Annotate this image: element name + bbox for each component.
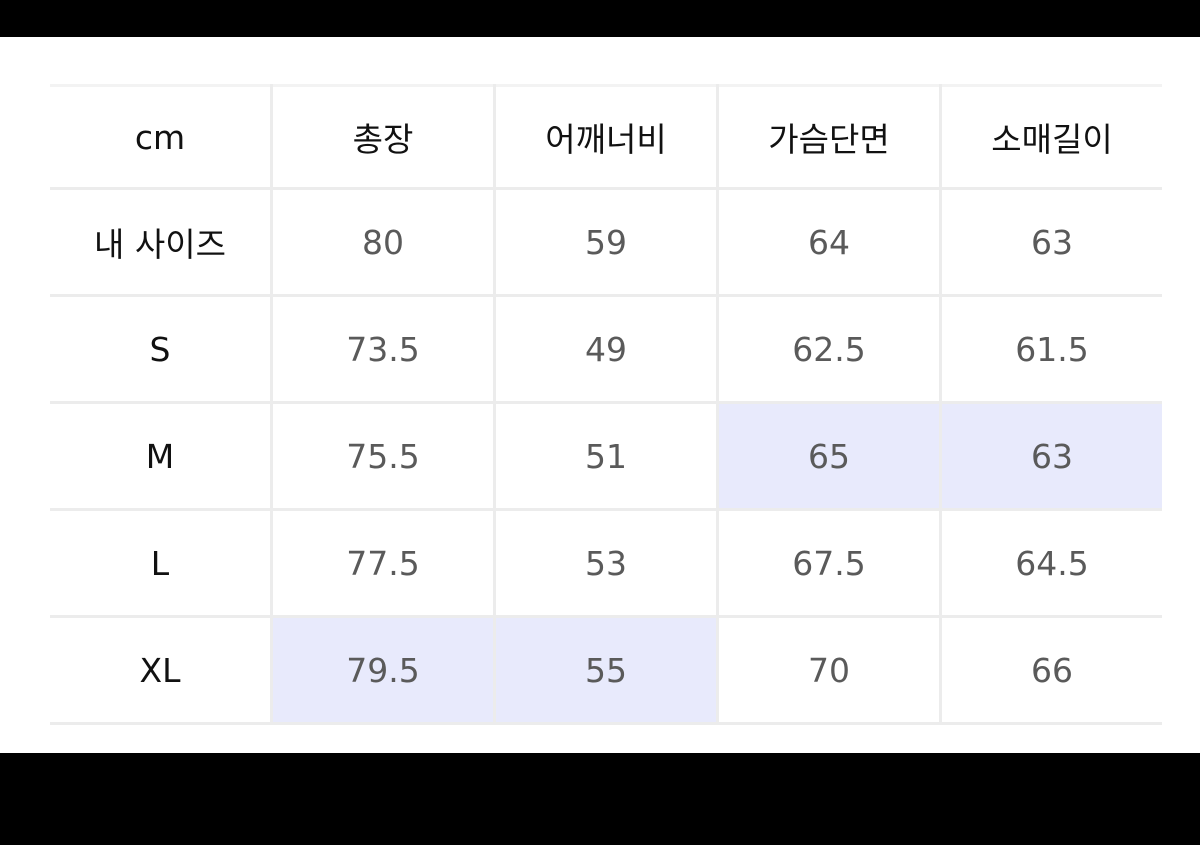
table-row: S 73.5 49 62.5 61.5	[50, 294, 1162, 404]
table-row: 내 사이즈 80 59 64 63	[50, 187, 1162, 297]
cell: 59	[493, 187, 719, 297]
cell: 70	[716, 615, 942, 725]
cell: 64.5	[939, 508, 1162, 618]
cell: 66	[939, 615, 1162, 725]
cell: 73.5	[270, 294, 496, 404]
table-row: L 77.5 53 67.5 64.5	[50, 508, 1162, 618]
cell: 61.5	[939, 294, 1162, 404]
cell: 51	[493, 401, 719, 511]
row-label: S	[50, 294, 273, 404]
highlighted-cell: 79.5	[270, 615, 496, 725]
table-row: M 75.5 51 65 63	[50, 401, 1162, 511]
size-chart-panel: cm 총장 어깨너비 가슴단면 소매길이 내 사이즈 80 59 64 63 S…	[0, 37, 1200, 753]
cell: 77.5	[270, 508, 496, 618]
header-chest-width: 가슴단면	[716, 84, 942, 190]
header-row: cm 총장 어깨너비 가슴단면 소매길이	[50, 84, 1162, 190]
row-label: 내 사이즈	[50, 187, 273, 297]
header-unit: cm	[50, 84, 273, 190]
table-row: XL 79.5 55 70 66	[50, 615, 1162, 725]
row-label: M	[50, 401, 273, 511]
highlighted-cell: 63	[939, 401, 1162, 511]
cell: 67.5	[716, 508, 942, 618]
cell: 80	[270, 187, 496, 297]
cell: 62.5	[716, 294, 942, 404]
cell: 49	[493, 294, 719, 404]
header-total-length: 총장	[270, 84, 496, 190]
header-sleeve-length: 소매길이	[939, 84, 1162, 190]
highlighted-cell: 65	[716, 401, 942, 511]
cell: 75.5	[270, 401, 496, 511]
row-label: XL	[50, 615, 273, 725]
cell: 63	[939, 187, 1162, 297]
size-table: cm 총장 어깨너비 가슴단면 소매길이 내 사이즈 80 59 64 63 S…	[50, 84, 1162, 725]
highlighted-cell: 55	[493, 615, 719, 725]
header-shoulder-width: 어깨너비	[493, 84, 719, 190]
cell: 53	[493, 508, 719, 618]
cell: 64	[716, 187, 942, 297]
row-label: L	[50, 508, 273, 618]
